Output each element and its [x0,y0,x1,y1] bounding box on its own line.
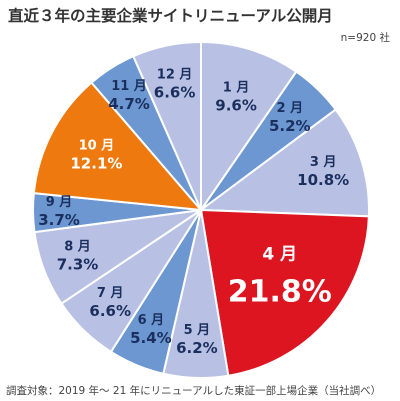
pie-labels: 1 月9.6% 2 月5.2% 3 月10.8% 4 月 21.8% 5 月6.2% 6 月… [38,68,349,357]
pie-slices [32,40,370,379]
pie-slice-10 [32,81,204,212]
slice-value-label-12: 6.6% [154,84,196,102]
footnote: 調査対象：2019 年～ 21 年にリニューアルした東証一部上場企業（当社調べ） [6,385,382,397]
sample-size-label: n=920 社 [340,32,390,44]
slice-value-label-1: 9.6% [215,96,257,114]
slice-value-label-9: 3.7% [38,211,80,229]
slice-month-label-9: 9 月 [46,195,73,210]
slice-value-label-8: 7.3% [57,256,99,274]
pie-slice-4 [199,208,370,377]
slice-month-label-12: 12 月 [157,68,193,83]
slice-month-label-2: 2 月 [277,101,304,116]
pie-slice-1 [200,40,298,214]
slice-value-label-7: 6.6% [89,302,131,320]
slice-value-label-11: 4.7% [108,95,150,113]
slice-value-label-3: 10.8% [297,171,349,189]
slice-month-label-7: 7 月 [97,286,124,301]
slice-month-label-1: 1 月 [223,80,250,95]
slice-value-label-6: 5.4% [130,329,172,347]
slice-month-label-11: 11 月 [111,79,147,94]
slice-value-label-2: 5.2% [269,117,311,135]
slice-value-label-5: 6.2% [176,339,218,357]
pie-slice-3 [198,108,370,218]
slice-value-label-10: 12.1% [70,154,122,172]
chart-title: 直近３年の主要企業サイトリニューアル公開月 [8,7,333,25]
slice-month-label-4: 4 月 [262,244,297,264]
slice-month-label-10: 10 月 [79,138,115,153]
slice-month-label-6: 6 月 [138,313,165,328]
slice-value-label-4: 21.8% [228,274,332,309]
pie-slice-12 [131,40,202,211]
slice-month-label-3: 3 月 [310,155,337,170]
slice-month-label-5: 5 月 [184,323,211,338]
slice-month-label-8: 8 月 [64,240,91,255]
